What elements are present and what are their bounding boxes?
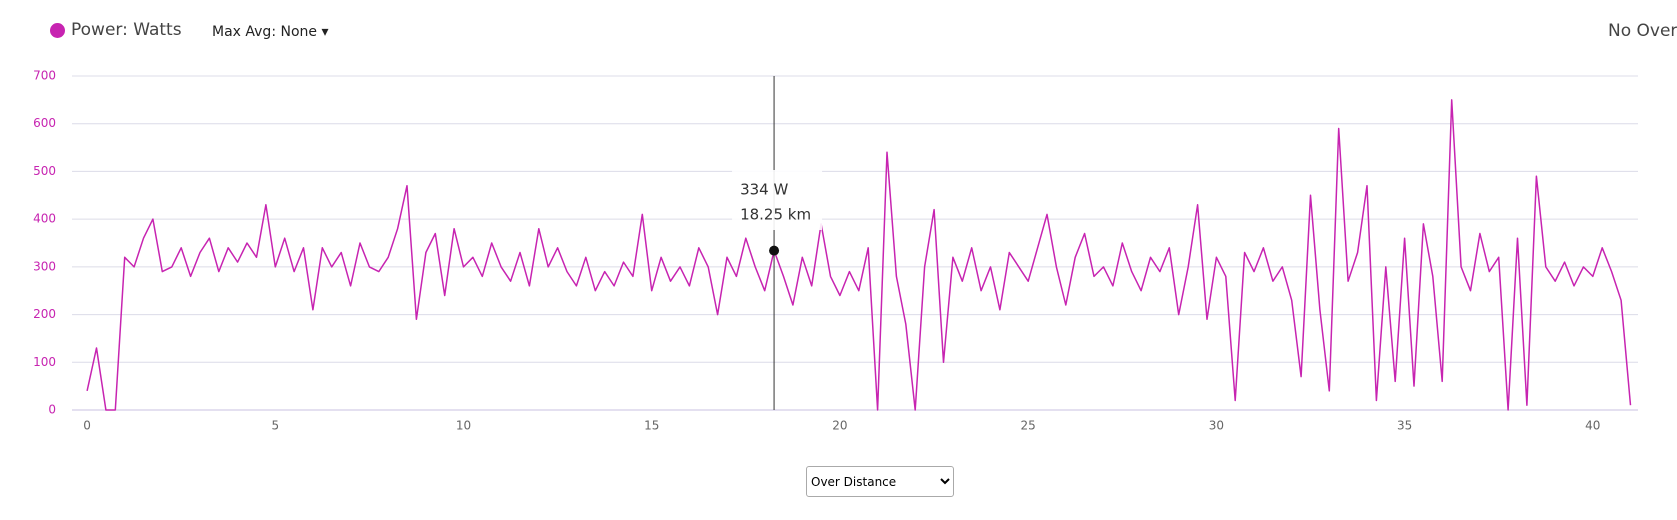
power-line — [86, 99, 1632, 411]
cursor-point — [769, 245, 780, 256]
y-tick-label: 0 — [48, 403, 56, 417]
tooltip-box — [732, 170, 823, 230]
y-tick-label: 100 — [33, 355, 56, 369]
chart: 0 100 200 300 400 500 600 700 0 5 10 15 20 25 30 35 40 33… — [33, 69, 1638, 433]
legend[interactable]: Power: Watts — [50, 20, 182, 40]
y-tick-label: 300 — [33, 259, 56, 273]
overlay-toggle[interactable]: No Overl — [1608, 21, 1677, 41]
x-tick-label: 15 — [644, 419, 659, 433]
max-avg-dropdown[interactable]: Max Avg: None ▾ — [212, 24, 329, 40]
x-tick-label: 25 — [1021, 419, 1036, 433]
tooltip-distance: 18.25 km — [740, 206, 811, 224]
x-tick-label: 40 — [1585, 419, 1600, 433]
mode-select[interactable]: Over Distance — [806, 466, 954, 497]
y-tick-label: 500 — [33, 164, 56, 178]
x-tick-label: 0 — [83, 419, 91, 433]
y-tick-label: 700 — [33, 69, 56, 83]
x-tick-label: 5 — [271, 419, 279, 433]
y-tick-label: 400 — [33, 212, 56, 226]
legend-label: Power: Watts — [71, 20, 182, 40]
legend-dot — [50, 22, 65, 38]
x-tick-label: 10 — [456, 419, 471, 433]
x-tick-label: 20 — [832, 419, 847, 433]
x-tick-label: 35 — [1397, 419, 1412, 433]
tooltip-value: 334 W — [740, 181, 788, 199]
y-tick-label: 600 — [33, 116, 56, 130]
x-tick-label: 30 — [1209, 419, 1224, 433]
y-tick-label: 200 — [33, 307, 56, 321]
